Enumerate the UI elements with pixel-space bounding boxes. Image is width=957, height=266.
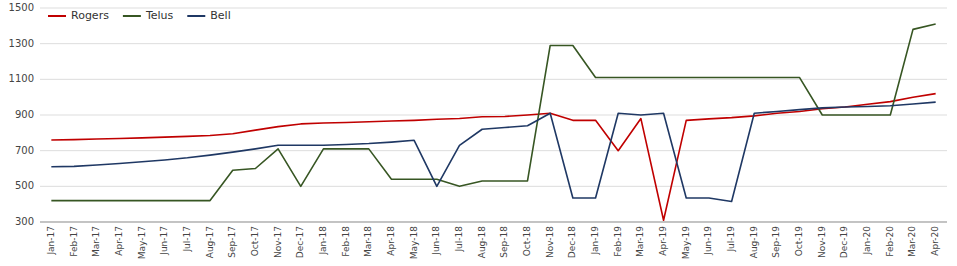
y-axis: 300 500 700 900 1100 1300 1500 [9, 2, 34, 227]
x-tick-label: Apr-17 [114, 226, 124, 256]
x-tick-label: Apr-19 [658, 226, 668, 256]
x-tick-label: Jan-17 [46, 226, 56, 256]
legend-label: Rogers [71, 9, 109, 22]
legend-item: Rogers [48, 9, 109, 22]
x-tick-label: Jan-18 [318, 226, 328, 256]
x-tick-label: Dec-17 [295, 226, 305, 258]
y-tick-label: 300 [15, 216, 34, 227]
x-tick-label: Feb-18 [341, 226, 351, 257]
x-tick-label: Oct-17 [250, 226, 260, 256]
legend-swatch [123, 15, 141, 17]
lines [51, 24, 935, 220]
x-tick-label: Aug-18 [477, 226, 487, 259]
x-tick-label: Apr-18 [386, 226, 396, 256]
legend-swatch [187, 15, 205, 17]
grid-line [40, 8, 947, 9]
y-tick-label: 500 [15, 180, 34, 191]
y-tick-label: 1300 [9, 38, 34, 49]
x-tick-label: Dec-19 [839, 226, 849, 258]
y-tick-label: 900 [15, 109, 34, 120]
x-tick-label: Oct-18 [522, 226, 532, 257]
x-tick-label: Nov-19 [817, 226, 827, 258]
x-tick-label: Mar-19 [635, 226, 645, 257]
x-tick-label: Oct-19 [794, 226, 804, 257]
legend: Rogers Telus Bell [48, 9, 231, 22]
y-tick-label: 1500 [9, 2, 34, 13]
legend-item: Telus [123, 9, 174, 22]
x-tick-label: Nov-18 [545, 226, 555, 258]
grid-line [40, 186, 947, 187]
x-tick-label: Nov-17 [273, 226, 283, 258]
x-tick-label: Mar-18 [363, 226, 373, 257]
x-tick-label: Jan-20 [862, 226, 872, 256]
x-tick-label: Feb-17 [69, 226, 79, 257]
x-tick-label: Jul-19 [726, 226, 736, 253]
grid-line [40, 79, 947, 80]
x-tick-label: Mar-17 [91, 226, 101, 257]
x-tick-label: Jul-18 [454, 226, 464, 253]
legend-item: Bell [187, 9, 230, 22]
x-tick-label: Sep-17 [227, 226, 237, 258]
x-tick-label: Jun-17 [159, 226, 169, 256]
x-tick-label: Jun-19 [703, 226, 713, 256]
grid-line [40, 115, 947, 116]
grid [40, 8, 947, 222]
x-tick-label: Feb-20 [885, 226, 895, 257]
x-tick-label: Aug-17 [205, 226, 215, 258]
x-tick-label: May-19 [681, 226, 691, 259]
x-tick-label: May-18 [409, 226, 419, 259]
x-tick-label: Apr-20 [930, 226, 940, 256]
x-tick-label: Sep-19 [771, 226, 781, 258]
x-tick-label: Dec-18 [567, 226, 577, 258]
grid-line [40, 43, 947, 44]
x-axis-line [40, 222, 947, 223]
grid-line [40, 222, 947, 223]
legend-label: Bell [210, 9, 230, 22]
x-tick-label: Aug-19 [749, 226, 759, 259]
y-tick-label: 1100 [9, 73, 34, 84]
x-tick-label: Jun-18 [431, 226, 441, 256]
series-line [51, 102, 935, 201]
y-tick-label: 700 [15, 145, 34, 156]
series-line [51, 24, 935, 201]
grid-line [40, 150, 947, 151]
x-tick-label: Jan-19 [590, 226, 600, 256]
chart: 300 500 700 900 1100 1300 1500 Jan-17 Feb-17 Mar-… [0, 0, 957, 266]
legend-swatch [48, 15, 66, 17]
x-axis: Jan-17 Feb-17 Mar-17 Apr-17 May-17 Jun-17 Jul-… [46, 226, 940, 259]
x-tick-label: Jul-17 [182, 226, 192, 253]
legend-label: Telus [145, 9, 174, 22]
x-tick-label: Mar-20 [907, 226, 917, 257]
x-tick-label: Feb-19 [613, 226, 623, 257]
x-tick-label: May-17 [137, 226, 147, 259]
x-tick-label: Sep-18 [499, 226, 509, 258]
